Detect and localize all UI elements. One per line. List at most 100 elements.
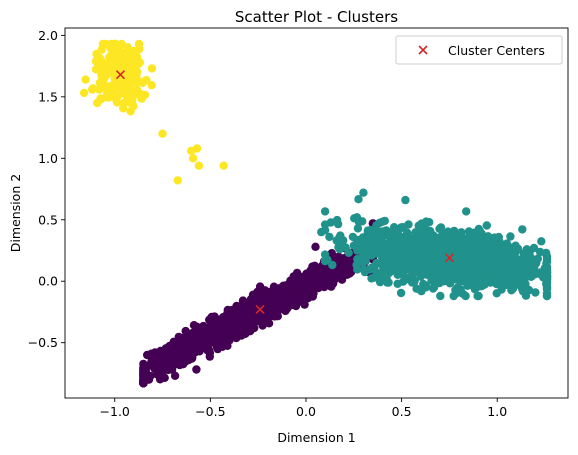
- cluster-point-0: [246, 308, 255, 317]
- cluster-point-1: [542, 275, 552, 284]
- cluster-point-2: [192, 144, 202, 153]
- cluster-point-0: [248, 317, 257, 326]
- cluster-point-0: [338, 259, 348, 269]
- cluster-point-1: [492, 289, 501, 298]
- cluster-point-1: [378, 232, 387, 241]
- cluster-point-0: [300, 286, 310, 295]
- cluster-point-1: [425, 234, 434, 243]
- cluster-point-1: [522, 245, 531, 254]
- cluster-point-1: [411, 228, 420, 237]
- cluster-point-0: [233, 307, 242, 316]
- cluster-point-0: [292, 268, 302, 278]
- y-axis-title: Dimension 2: [8, 174, 23, 252]
- cluster-point-1: [494, 268, 504, 277]
- cluster-point-1: [452, 283, 462, 293]
- cluster-point-0: [208, 326, 217, 335]
- cluster-point-1: [456, 235, 466, 244]
- y-tick-label: 0.5: [38, 212, 58, 227]
- cluster-point-0: [299, 277, 308, 286]
- cluster-point-0: [192, 365, 201, 374]
- cluster-point-0: [189, 321, 199, 330]
- cluster-point-2: [132, 89, 141, 98]
- cluster-point-1: [464, 239, 473, 248]
- cluster-point-0: [261, 316, 270, 325]
- cluster-point-0: [271, 286, 280, 295]
- cluster-point-1: [401, 233, 411, 242]
- cluster-point-1: [360, 235, 370, 244]
- cluster-point-1: [393, 279, 402, 288]
- legend-label-cluster-centers: Cluster Centers: [448, 43, 545, 58]
- cluster-point-1: [504, 245, 514, 255]
- cluster-point-2: [102, 71, 111, 80]
- cluster-point-1: [320, 207, 330, 216]
- cluster-point-1: [352, 213, 362, 222]
- cluster-point-1: [360, 250, 370, 259]
- cluster-point-2: [81, 75, 90, 84]
- cluster-point-2: [110, 74, 119, 84]
- chart-title: Scatter Plot - Clusters: [235, 8, 398, 26]
- cluster-point-1: [506, 232, 515, 241]
- cluster-point-1: [375, 277, 385, 287]
- cluster-point-2: [101, 39, 110, 49]
- cluster-point-1: [531, 288, 540, 297]
- cluster-point-1: [449, 291, 458, 301]
- cluster-point-1: [409, 268, 419, 277]
- cluster-point-1: [320, 256, 330, 266]
- cluster-point-1: [401, 275, 410, 284]
- cluster-point-1: [499, 275, 508, 285]
- cluster-point-0: [315, 265, 324, 274]
- cluster-point-1: [418, 254, 428, 264]
- y-tick-label: 1.5: [38, 89, 58, 104]
- cluster-point-1: [353, 224, 363, 233]
- cluster-point-1: [398, 241, 408, 250]
- cluster-point-0: [196, 336, 205, 345]
- cluster-point-2: [112, 83, 121, 92]
- cluster-point-1: [489, 261, 498, 270]
- y-tick-label: 0.0: [38, 274, 58, 289]
- cluster-point-2: [119, 75, 128, 85]
- cluster-point-0: [198, 329, 207, 338]
- cluster-point-1: [478, 264, 487, 274]
- cluster-point-1: [335, 233, 344, 242]
- cluster-point-1: [460, 263, 469, 272]
- cluster-point-1: [326, 218, 335, 227]
- x-tick-label: −0.5: [195, 404, 225, 419]
- cluster-center-marker: [255, 304, 265, 315]
- cluster-point-1: [375, 259, 384, 268]
- cluster-point-0: [332, 269, 341, 278]
- cluster-point-2: [79, 88, 89, 98]
- cluster-center-marker: [115, 70, 126, 80]
- cluster-point-0: [281, 302, 290, 312]
- cluster-point-0: [191, 346, 200, 355]
- cluster-point-1: [428, 245, 437, 255]
- cluster-point-2: [132, 73, 141, 82]
- cluster-point-1: [328, 260, 337, 270]
- cluster-point-0: [234, 320, 244, 329]
- cluster-point-1: [385, 232, 394, 241]
- cluster-center-marker: [444, 253, 454, 263]
- x-axis-title: Dimension 1: [277, 430, 355, 445]
- cluster-point-1: [498, 256, 507, 266]
- cluster-point-1: [395, 231, 404, 240]
- cluster-point-2: [116, 52, 125, 61]
- cluster-point-1: [377, 245, 386, 254]
- cluster-point-0: [169, 337, 178, 346]
- cluster-point-1: [396, 288, 406, 298]
- legend-box: [395, 35, 563, 65]
- cluster-point-1: [442, 243, 451, 252]
- cluster-point-1: [457, 228, 466, 237]
- cluster-point-1: [453, 255, 462, 264]
- cluster-point-1: [521, 279, 530, 289]
- cluster-point-1: [434, 236, 443, 245]
- cluster-point-1: [511, 241, 520, 250]
- cluster-point-1: [518, 225, 527, 234]
- cluster-point-0: [180, 340, 189, 349]
- cluster-point-1: [348, 232, 358, 242]
- cluster-point-1: [537, 237, 546, 246]
- cluster-point-1: [410, 250, 419, 260]
- cluster-point-2: [158, 129, 167, 138]
- cluster-point-0: [333, 254, 342, 264]
- cluster-point-2: [119, 104, 128, 113]
- x-tick-label: 0.5: [392, 404, 412, 419]
- cluster-point-2: [96, 95, 106, 104]
